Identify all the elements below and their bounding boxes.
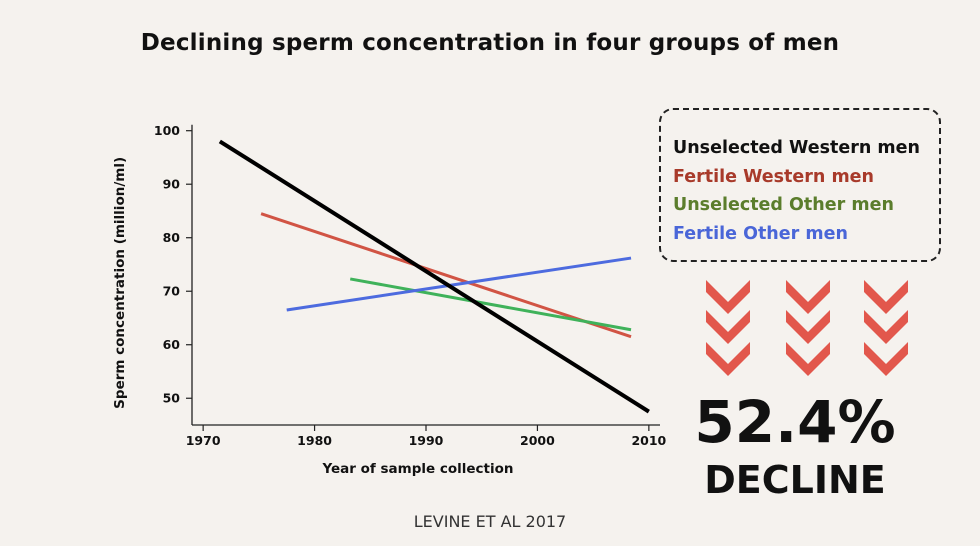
chevron-icon [864, 310, 908, 344]
legend-item-unselected-other: Unselected Other men [673, 195, 894, 215]
x-axis-label: Year of sample collection [321, 461, 513, 477]
y-tick-label: 70 [163, 284, 181, 299]
down-chevrons-icon [706, 280, 908, 376]
slide-title: Declining sperm concentration in four gr… [140, 30, 840, 56]
series-line-unselected-other-men [349, 277, 632, 332]
source-citation: LEVINE ET AL 2017 [413, 512, 567, 531]
chart-axes: 50 60 70 80 90 100 1970 1980 1990 2000 2010 Year of… [112, 123, 667, 477]
x-tick-label: 2000 [520, 433, 555, 448]
decline-percent: 52.4% [694, 388, 896, 456]
chevron-icon [706, 280, 750, 314]
y-tick-label: 80 [163, 230, 181, 245]
y-tick-label: 50 [163, 391, 181, 406]
x-tick-label: 1980 [297, 433, 332, 448]
series-line-fertile-other-men [286, 256, 632, 312]
y-tick-label: 100 [154, 123, 180, 138]
series-line-fertile-western-men [260, 212, 632, 339]
y-axis-label: Sperm concentration (million/ml) [112, 157, 128, 409]
chevron-icon [786, 342, 830, 376]
legend: Unselected Western men Fertile Western m… [659, 108, 941, 262]
chevron-icon [706, 342, 750, 376]
legend-item-fertile-other: Fertile Other men [673, 223, 848, 244]
chart-series [218, 139, 650, 414]
x-tick-label: 1990 [409, 433, 444, 448]
chevron-icon [786, 310, 830, 344]
chevron-icon [864, 280, 908, 314]
chevron-icon [786, 280, 830, 314]
y-tick-label: 90 [163, 177, 181, 192]
series-line-unselected-western-men [218, 139, 650, 414]
decline-label: DECLINE [704, 458, 886, 502]
legend-item-fertile-western: Fertile Western men [673, 166, 875, 187]
chevron-icon [706, 310, 750, 344]
y-tick-label: 60 [163, 337, 181, 352]
legend-item-unselected-western: Unselected Western men [673, 138, 920, 158]
x-tick-label: 2010 [631, 433, 666, 448]
x-tick-label: 1970 [186, 433, 221, 448]
chevron-icon [864, 342, 908, 376]
